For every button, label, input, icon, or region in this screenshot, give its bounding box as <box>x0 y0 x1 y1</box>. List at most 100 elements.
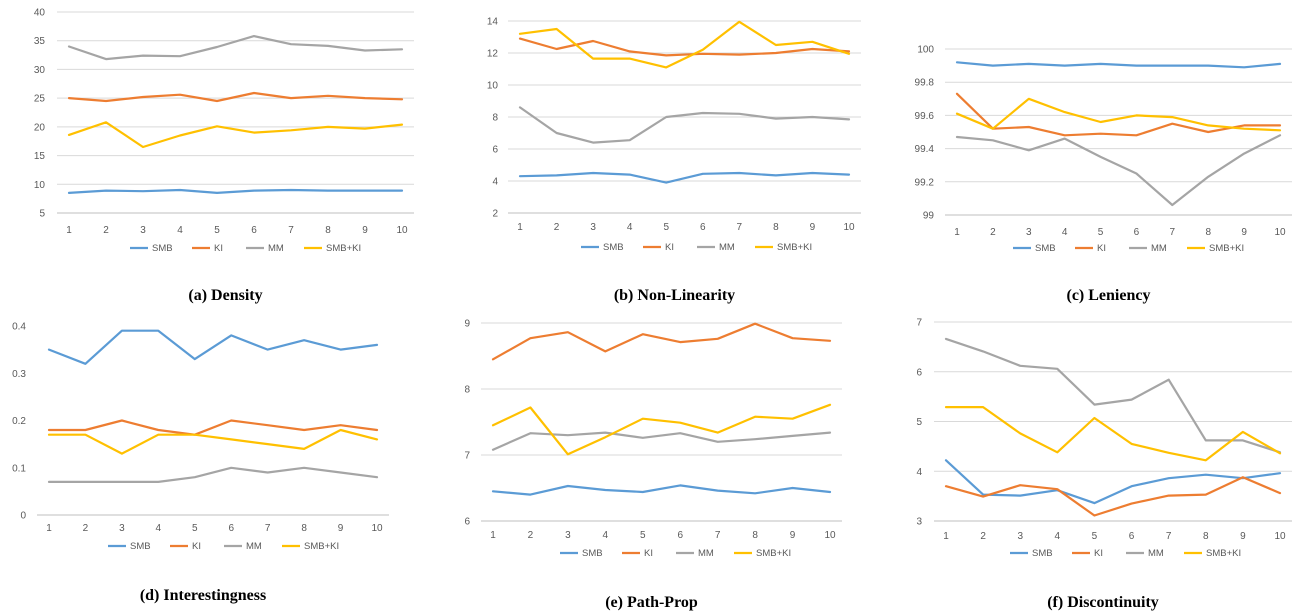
legend-label: KI <box>1094 548 1103 559</box>
series-line-ki <box>491 322 832 361</box>
y-tick-label: 8 <box>492 113 498 124</box>
x-tick-label: 5 <box>1098 227 1104 238</box>
y-tick-label: 5 <box>916 417 922 428</box>
x-tick-label: 2 <box>103 225 109 236</box>
x-tick-label: 4 <box>177 225 183 236</box>
series-line-ki <box>47 419 379 436</box>
series-line-smb <box>47 329 379 365</box>
legend-label: SMB <box>1032 548 1053 559</box>
legend-label: SMB+KI <box>326 243 361 254</box>
legend-label: KI <box>644 548 653 559</box>
x-tick-label: 5 <box>192 523 198 534</box>
x-tick-label: 10 <box>1274 531 1286 542</box>
x-tick-label: 5 <box>663 222 669 233</box>
x-tick-label: 4 <box>156 523 162 534</box>
legend-label: KI <box>665 242 674 253</box>
x-tick-label: 7 <box>265 523 271 534</box>
x-tick-label: 10 <box>843 222 855 233</box>
y-tick-label: 20 <box>34 122 46 133</box>
x-tick-label: 6 <box>228 523 234 534</box>
x-tick-label: 4 <box>603 530 609 541</box>
x-tick-label: 3 <box>119 523 125 534</box>
y-tick-label: 10 <box>487 81 499 92</box>
x-tick-label: 9 <box>362 225 368 236</box>
x-tick-label: 10 <box>371 523 383 534</box>
legend-label: KI <box>192 541 201 552</box>
legend-label: SMB <box>152 243 173 254</box>
chart-panel-1: 5 10 15 20 25 30 35 40 1 2 3 4 5 6 7 8 9 10 SMB KI MM SMB+KI (… <box>34 8 414 304</box>
x-tick-label: 8 <box>773 222 779 233</box>
legend-label: MM <box>268 243 284 254</box>
y-tick-label: 0.3 <box>12 369 26 380</box>
y-tick-label: 4 <box>916 467 922 478</box>
x-tick-label: 9 <box>1241 227 1247 238</box>
y-tick-label: 8 <box>464 385 470 396</box>
x-tick-label: 1 <box>490 530 496 541</box>
x-tick-label: 7 <box>737 222 743 233</box>
x-tick-label: 4 <box>1062 227 1068 238</box>
x-tick-label: 1 <box>66 225 72 236</box>
x-tick-label: 9 <box>810 222 816 233</box>
y-tick-label: 6 <box>464 517 470 528</box>
y-tick-label: 99 <box>923 211 935 222</box>
series-line-smb-ki <box>67 121 404 149</box>
x-tick-label: 2 <box>554 222 560 233</box>
chart-caption: (c) Leniency <box>1067 287 1151 304</box>
chart-panel-5: 6 7 8 9 1 2 3 4 5 6 7 8 9 10 SMB KI MM SMB+KI (e) Path-Pro… <box>464 319 842 611</box>
y-tick-label: 0.2 <box>12 416 26 427</box>
x-tick-label: 4 <box>627 222 633 233</box>
legend-label: SMB+KI <box>1209 243 1244 254</box>
x-tick-label: 9 <box>1240 531 1246 542</box>
x-tick-label: 10 <box>824 530 836 541</box>
chart-caption: (e) Path-Prop <box>605 594 698 611</box>
x-tick-label: 6 <box>251 225 257 236</box>
y-tick-label: 2 <box>492 209 498 220</box>
series-line-smb-ki <box>518 20 851 69</box>
y-tick-label: 7 <box>916 318 922 329</box>
x-tick-label: 8 <box>301 523 307 534</box>
x-tick-label: 8 <box>1203 531 1209 542</box>
legend-label: MM <box>1148 548 1164 559</box>
legend-label: KI <box>214 243 223 254</box>
y-tick-label: 99.6 <box>915 111 935 122</box>
x-tick-label: 3 <box>1026 227 1032 238</box>
legend-label: SMB+KI <box>1206 548 1241 559</box>
y-tick-label: 99.2 <box>915 177 935 188</box>
series-line-mm <box>944 337 1282 454</box>
chart-caption: (f) Discontinuity <box>1047 594 1159 611</box>
x-tick-label: 7 <box>1170 227 1176 238</box>
x-tick-label: 5 <box>1092 531 1098 542</box>
y-tick-label: 99.4 <box>915 144 935 155</box>
legend-label: SMB <box>603 242 624 253</box>
y-tick-label: 3 <box>916 517 922 528</box>
x-tick-label: 7 <box>715 530 721 541</box>
y-tick-label: 4 <box>492 177 498 188</box>
x-tick-label: 1 <box>943 531 949 542</box>
series-line-mm <box>47 466 379 483</box>
chart-panel-6: 3 4 5 6 7 1 2 3 4 5 6 7 8 9 10 SMB KI MM SMB+KI (f) Discont… <box>916 318 1292 611</box>
series-line-smb <box>944 459 1282 505</box>
x-tick-label: 10 <box>1274 227 1286 238</box>
chart-panel-4: 0 0.1 0.2 0.3 0.4 1 2 3 4 5 6 7 8 9 10 SMB KI MM SMB+KI (d)… <box>12 322 389 604</box>
y-tick-label: 6 <box>916 367 922 378</box>
y-tick-label: 10 <box>34 180 46 191</box>
chart-panel-3: 99 99.2 99.4 99.6 99.8 100 1 2 3 4 5 6 7 8 9 10 SMB KI MM S… <box>915 45 1292 304</box>
x-tick-label: 10 <box>396 225 408 236</box>
x-tick-label: 1 <box>954 227 960 238</box>
series-line-ki <box>67 91 404 103</box>
x-tick-label: 9 <box>790 530 796 541</box>
y-tick-label: 25 <box>34 94 46 105</box>
series-line-smb <box>518 171 851 184</box>
series-line-smb-ki <box>491 403 832 456</box>
x-tick-label: 3 <box>590 222 596 233</box>
chart-caption: (b) Non-Linearity <box>614 287 735 304</box>
x-tick-label: 8 <box>1205 227 1211 238</box>
series-line-mm <box>491 431 832 451</box>
x-tick-label: 1 <box>46 523 52 534</box>
legend-label: MM <box>1151 243 1167 254</box>
series-line-smb-ki <box>47 428 379 455</box>
series-line-mm <box>67 34 404 61</box>
series-line-smb <box>955 61 1282 69</box>
